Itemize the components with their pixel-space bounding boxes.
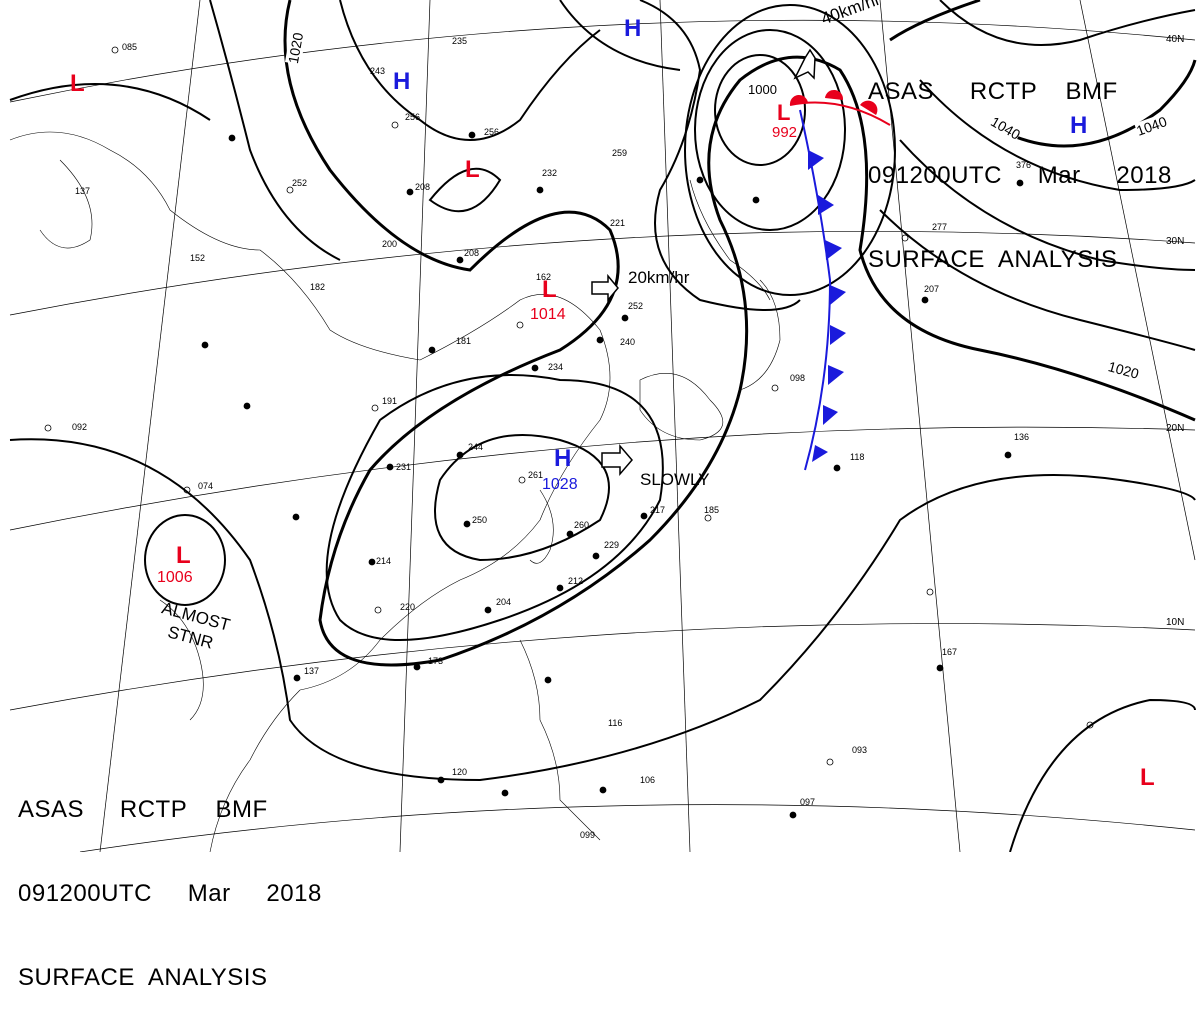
station-value: 256 xyxy=(405,112,421,122)
station-value: 250 xyxy=(472,515,488,525)
station-value: 085 xyxy=(122,42,138,52)
station-value: 137 xyxy=(304,666,320,676)
station-value: 116 xyxy=(608,718,623,728)
station-value: 240 xyxy=(620,337,636,347)
station-value: 212 xyxy=(568,576,584,586)
station-value: 252 xyxy=(292,178,308,188)
motion-arrows xyxy=(591,48,816,477)
station-value: 235 xyxy=(452,36,468,46)
motion-label-slowly: SLOWLY xyxy=(640,470,710,489)
low-value-992: 992 xyxy=(772,124,798,141)
station-value: 182 xyxy=(310,282,326,292)
warm-front xyxy=(789,89,891,126)
station-value: 243 xyxy=(370,66,386,76)
station-value: 118 xyxy=(850,452,865,462)
lat-label-40n: 40N xyxy=(1166,34,1185,45)
low-center-north: L xyxy=(777,100,791,125)
station-value: 244 xyxy=(468,442,484,452)
station-value: 074 xyxy=(198,481,214,491)
station-value: 167 xyxy=(942,647,958,657)
station-value: 217 xyxy=(650,505,666,515)
station-value: 277 xyxy=(932,222,948,232)
station-value: 098 xyxy=(790,373,806,383)
station-value: 106 xyxy=(640,775,656,785)
station-value: 214 xyxy=(376,556,392,566)
station-value: 229 xyxy=(604,540,620,550)
station-value: 221 xyxy=(610,218,626,228)
station-value: 093 xyxy=(852,745,868,755)
surface-analysis-chart xyxy=(9,0,1197,852)
low-center-1014: L xyxy=(542,276,557,303)
motion-label-20kmhr: 20km/hr xyxy=(628,268,690,287)
station-value: 376 xyxy=(1016,160,1032,170)
low-center-southeast: L xyxy=(1140,764,1155,791)
header-line-1: ASAS RCTP BMF xyxy=(868,78,1118,105)
low-center-west: L xyxy=(70,70,85,97)
high-center-top: H xyxy=(624,15,642,42)
footer-title-block: ASAS RCTP BMF 091200UTC Mar 2018 SURFACE… xyxy=(18,740,322,1020)
coastlines xyxy=(9,131,781,852)
station-value: 252 xyxy=(628,301,644,311)
station-value: 231 xyxy=(396,462,412,472)
station-value: 208 xyxy=(464,248,480,258)
low-center-1006: L xyxy=(176,542,191,569)
motion-arrow-high xyxy=(601,443,633,477)
header-title-block: ASAS RCTP BMF 091200UTC Mar 2018 SURFACE… xyxy=(868,22,1172,302)
station-value: 200 xyxy=(382,239,398,249)
station-value: 173 xyxy=(428,656,444,666)
station-value: 162 xyxy=(536,272,552,282)
station-value: 097 xyxy=(800,797,816,807)
isobars-thin xyxy=(9,0,1196,852)
station-value: 261 xyxy=(528,470,544,480)
footer-line-1: ASAS RCTP BMF xyxy=(18,796,268,823)
station-value: 207 xyxy=(924,284,940,294)
station-value: 204 xyxy=(496,597,512,607)
station-value: 232 xyxy=(542,168,558,178)
station-value: 259 xyxy=(612,148,628,158)
station-value: 234 xyxy=(548,362,564,372)
header-line-2: 091200UTC Mar 2018 xyxy=(868,162,1172,189)
lat-label-30n: 30N xyxy=(1166,236,1185,247)
cold-front xyxy=(799,109,846,471)
station-value: 136 xyxy=(1014,432,1030,442)
motion-arrow-low-north xyxy=(793,48,816,80)
station-value: 137 xyxy=(75,186,91,196)
station-value: 092 xyxy=(72,422,88,432)
lat-label-20n: 20N xyxy=(1166,423,1185,434)
station-value: 260 xyxy=(574,520,590,530)
header-line-3: SURFACE ANALYSIS xyxy=(868,246,1118,273)
station-value: 256 xyxy=(484,127,500,137)
low-center-mid: L xyxy=(465,156,480,183)
footer-line-3: SURFACE ANALYSIS xyxy=(18,964,268,991)
station-value: 099 xyxy=(580,830,596,840)
footer-line-2: 091200UTC Mar 2018 xyxy=(18,880,322,907)
low-value-1006: 1006 xyxy=(157,569,193,586)
station-value: 152 xyxy=(190,253,206,263)
lat-lon-grid xyxy=(9,0,1196,852)
lat-label-10n: 10N xyxy=(1166,617,1185,628)
station-value: 120 xyxy=(452,767,468,777)
station-value: 181 xyxy=(456,336,472,346)
low-value-1014: 1014 xyxy=(530,306,566,323)
station-plots xyxy=(44,46,1094,819)
station-value: 208 xyxy=(415,182,431,192)
high-center-left: H xyxy=(393,68,411,95)
station-value: 220 xyxy=(400,602,416,612)
high-center-1028: H xyxy=(554,445,572,472)
motion-arrow-low-center xyxy=(591,273,619,303)
station-value: 191 xyxy=(382,396,398,406)
high-value-1028: 1028 xyxy=(542,476,578,493)
high-center-right: H xyxy=(1070,112,1088,139)
isobar-label: 1000 xyxy=(748,82,777,97)
station-value: 185 xyxy=(704,505,720,515)
